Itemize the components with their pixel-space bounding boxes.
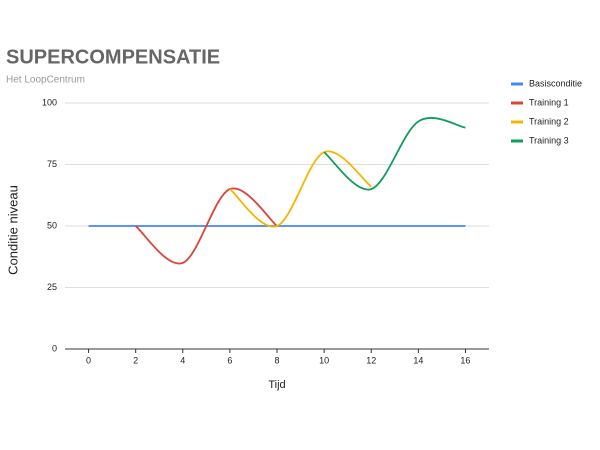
x-axis-label: Tijd xyxy=(268,379,285,391)
y-tick-label: 75 xyxy=(47,159,57,169)
y-tick-label: 50 xyxy=(47,220,57,230)
x-tick-label: 16 xyxy=(460,355,470,365)
x-tick-label: 14 xyxy=(413,355,423,365)
legend-label: Training 1 xyxy=(529,97,569,107)
x-tick-label: 10 xyxy=(319,355,329,365)
x-tick-label: 8 xyxy=(274,355,279,365)
x-tick-label: 12 xyxy=(366,355,376,365)
chart-subtitle: Het LoopCentrum xyxy=(6,75,85,86)
x-tick-label: 6 xyxy=(227,355,232,365)
x-tick-label: 4 xyxy=(180,355,185,365)
y-tick-label: 25 xyxy=(47,282,57,292)
legend-label: Training 2 xyxy=(529,116,569,126)
y-tick-label: 100 xyxy=(42,97,57,107)
line-series xyxy=(135,187,278,265)
x-tick-label: 2 xyxy=(133,355,138,365)
line-series xyxy=(229,150,372,228)
y-axis-label: Conditie niveau xyxy=(5,185,20,275)
legend-label: Training 3 xyxy=(529,135,569,145)
line-series xyxy=(323,117,466,191)
legend-label: Basisconditie xyxy=(529,78,582,88)
chart-title: SUPERCOMPENSATIE xyxy=(6,46,220,68)
x-tick-label: 0 xyxy=(86,355,91,365)
y-tick-label: 0 xyxy=(52,343,57,353)
